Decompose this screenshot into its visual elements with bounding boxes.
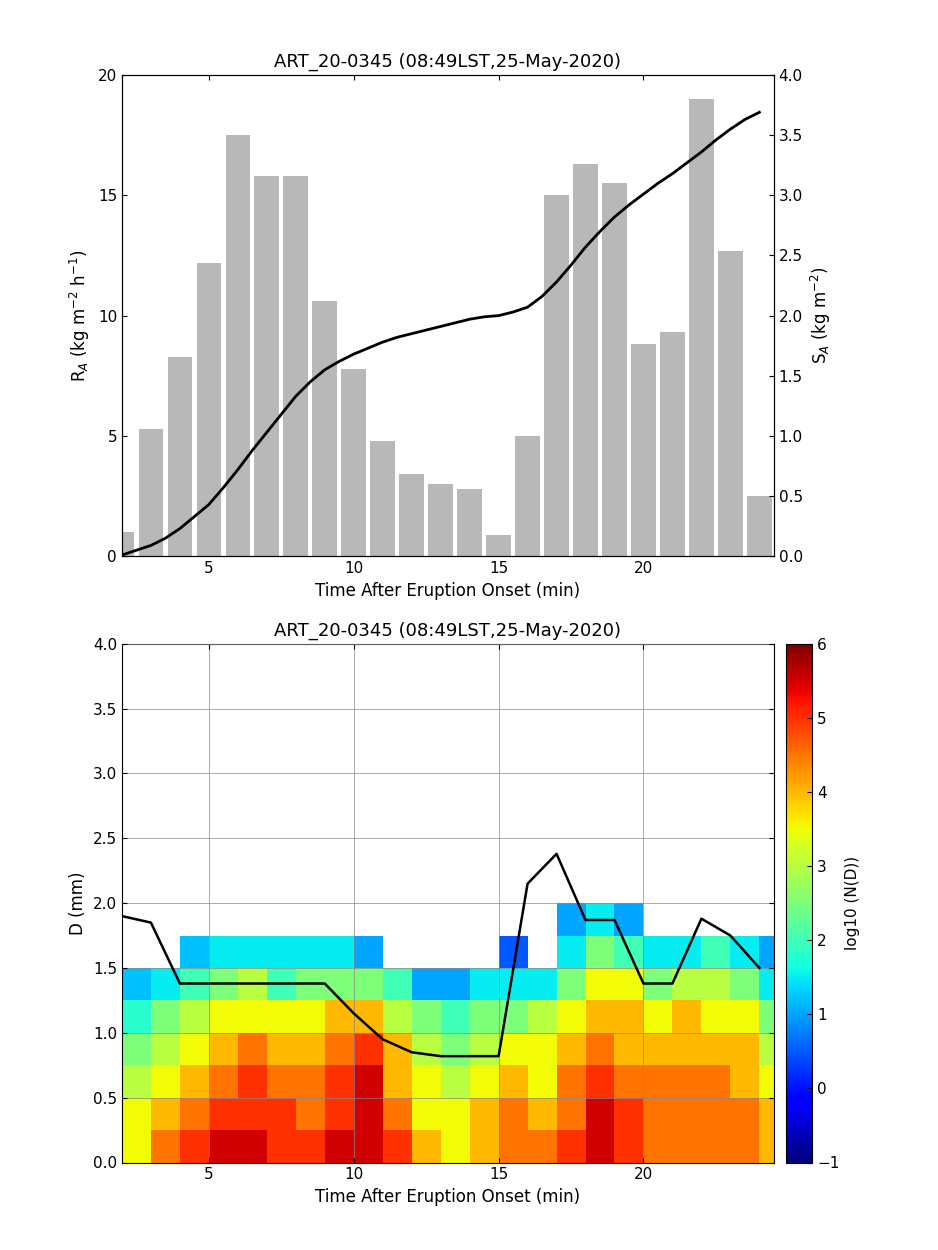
Bar [689, 99, 714, 556]
Bar [225, 135, 250, 556]
Bar [660, 332, 685, 556]
Bar [602, 184, 627, 556]
Title: ART_20-0345 (08:49LST,25-May-2020): ART_20-0345 (08:49LST,25-May-2020) [275, 621, 621, 640]
Bar [486, 535, 511, 556]
Bar [429, 484, 453, 556]
Bar [400, 475, 424, 556]
Bar [515, 436, 540, 556]
Bar [458, 489, 482, 556]
X-axis label: Time After Eruption Onset (min): Time After Eruption Onset (min) [315, 581, 581, 600]
Bar [312, 301, 337, 556]
X-axis label: Time After Eruption Onset (min): Time After Eruption Onset (min) [315, 1188, 581, 1206]
Y-axis label: D (mm): D (mm) [69, 871, 87, 935]
Title: ART_20-0345 (08:49LST,25-May-2020): ART_20-0345 (08:49LST,25-May-2020) [275, 52, 621, 71]
Bar [747, 496, 772, 556]
Bar [254, 176, 280, 556]
Y-axis label: R$_A$ (kg m$^{-2}$ h$^{-1}$): R$_A$ (kg m$^{-2}$ h$^{-1}$) [68, 250, 92, 381]
Bar [197, 262, 221, 556]
Bar [168, 356, 192, 556]
Bar [544, 195, 568, 556]
Bar [719, 251, 743, 556]
Bar [283, 176, 308, 556]
Bar [573, 164, 598, 556]
Bar [631, 345, 656, 556]
Bar [139, 429, 163, 556]
Y-axis label: log10 (N(D)): log10 (N(D)) [845, 856, 860, 950]
Bar [110, 532, 134, 556]
Bar [341, 369, 366, 556]
Y-axis label: S$_A$ (kg m$^{-2}$): S$_A$ (kg m$^{-2}$) [809, 266, 833, 365]
Bar [371, 441, 395, 556]
